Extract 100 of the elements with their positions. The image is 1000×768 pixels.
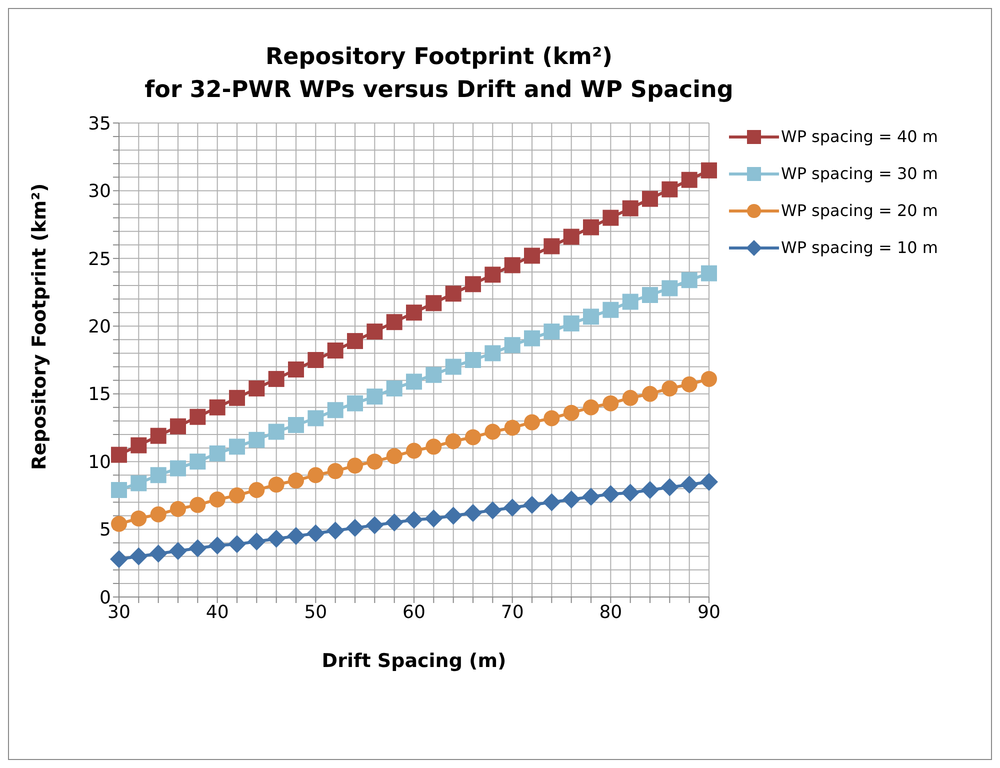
point — [385, 514, 404, 532]
point — [366, 388, 383, 405]
chart-title: Repository Footprint (km²) for 32-PWR WPs versus Drift and WP Spacing — [144, 43, 734, 105]
point — [621, 484, 640, 502]
point — [504, 337, 520, 354]
point — [288, 472, 304, 489]
x-tick-label: 50 — [304, 602, 328, 623]
point — [445, 286, 462, 302]
point — [602, 210, 619, 226]
point — [445, 433, 462, 450]
point — [405, 510, 423, 529]
point — [642, 386, 658, 402]
point — [544, 410, 560, 426]
point — [602, 395, 619, 412]
point — [248, 482, 265, 498]
point — [701, 370, 717, 387]
point — [130, 547, 148, 566]
point — [465, 352, 481, 368]
point — [327, 342, 344, 359]
point — [111, 516, 127, 532]
point — [209, 445, 226, 462]
point — [111, 482, 127, 498]
point — [544, 238, 560, 254]
point — [149, 544, 168, 563]
point — [366, 324, 383, 340]
point — [660, 478, 679, 496]
point — [347, 458, 363, 474]
point — [347, 395, 363, 412]
point — [406, 304, 422, 321]
point — [150, 506, 166, 522]
point — [190, 496, 206, 513]
point — [229, 390, 245, 406]
point — [602, 302, 619, 318]
point — [190, 454, 206, 470]
point — [229, 487, 245, 504]
point — [523, 496, 541, 514]
point — [484, 266, 501, 283]
legend-label: WP spacing = 20 m — [781, 201, 938, 220]
point — [150, 467, 166, 484]
point — [484, 501, 502, 520]
point — [563, 315, 580, 332]
point — [583, 219, 599, 236]
x-tick-label: 70 — [500, 602, 524, 623]
point — [504, 257, 520, 274]
point — [504, 420, 520, 436]
point — [465, 429, 481, 446]
point — [465, 276, 481, 292]
point — [386, 448, 402, 464]
point — [327, 402, 344, 418]
point — [642, 286, 658, 303]
point — [366, 516, 384, 534]
x-tick-label: 40 — [206, 602, 229, 623]
point — [444, 506, 462, 525]
point — [170, 418, 186, 434]
point — [248, 380, 265, 396]
point — [622, 294, 638, 310]
point — [130, 475, 147, 492]
point — [424, 509, 443, 528]
point — [681, 272, 698, 288]
point — [308, 467, 324, 484]
point — [287, 527, 305, 546]
point — [110, 550, 128, 568]
point — [563, 228, 580, 245]
x-tick-label: 60 — [402, 602, 426, 623]
point — [268, 424, 284, 440]
y-tick-label: 25 — [88, 248, 111, 270]
point — [208, 536, 226, 555]
point — [268, 370, 284, 387]
point — [170, 460, 186, 476]
point — [248, 532, 266, 550]
point — [229, 438, 245, 455]
y-tick-label: 5 — [100, 520, 111, 541]
y-tick-label: 35 — [88, 113, 111, 134]
legend-label: WP spacing = 40 m — [781, 127, 938, 146]
y-tick-label: 15 — [88, 384, 111, 406]
point — [680, 476, 698, 494]
point — [366, 454, 383, 470]
point — [583, 308, 599, 325]
point — [681, 376, 698, 392]
point — [228, 535, 246, 554]
point — [426, 366, 442, 383]
point — [406, 374, 422, 390]
point — [642, 190, 658, 207]
point — [662, 181, 678, 198]
point — [622, 390, 638, 406]
point — [327, 463, 344, 480]
point — [542, 493, 561, 512]
point — [308, 410, 324, 426]
point — [248, 432, 265, 448]
point — [306, 524, 325, 542]
point — [641, 481, 659, 500]
point — [544, 324, 560, 340]
point — [190, 408, 206, 425]
point — [386, 314, 402, 330]
point — [288, 417, 304, 434]
point — [111, 446, 127, 463]
point — [562, 490, 580, 508]
point — [267, 530, 286, 548]
point — [346, 518, 364, 537]
y-axis-title: Repository Footprint (km²) — [28, 183, 51, 470]
